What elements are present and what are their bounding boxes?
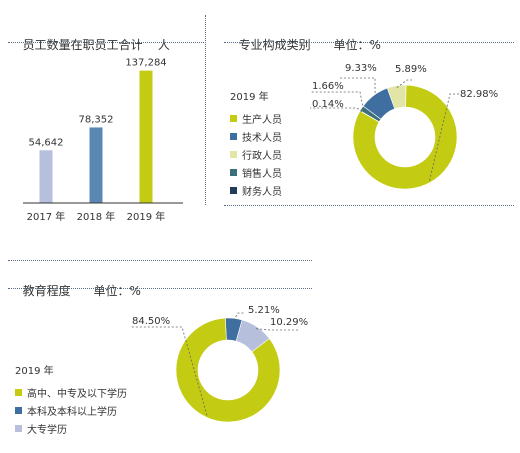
donut-slice-0 xyxy=(352,84,458,190)
legend-year: 2019 年 xyxy=(15,366,54,377)
slice-label-1: 9.33% xyxy=(345,63,377,74)
specialty-title-divider xyxy=(224,42,514,43)
specialty-unit: 单位：% xyxy=(333,38,381,52)
bar-value-label-2: 137,284 xyxy=(125,58,166,69)
education-donut-chart: 84.50% 5.21%10.29% xyxy=(130,305,308,423)
bar-0 xyxy=(39,150,53,203)
education-title: 教育程度 xyxy=(22,284,71,298)
bar-category-label-0: 2017 年 xyxy=(27,210,66,223)
education-unit: 单位：% xyxy=(93,284,141,298)
legend-item: 本科及本科以上学历 xyxy=(15,401,127,419)
legend-item: 高中、中专及以下学历 xyxy=(15,383,127,401)
slice-label-0: 82.98% xyxy=(460,89,498,100)
leader-line-1 xyxy=(340,77,376,97)
legend-label: 财务人员 xyxy=(242,186,282,198)
leader-line-0 xyxy=(429,93,460,181)
bar-value-label-0: 54,642 xyxy=(29,137,64,148)
bar-value-label-1: 78,352 xyxy=(79,114,114,125)
slice-label-3: 1.66% xyxy=(312,81,344,92)
legend-label: 生产人员 xyxy=(242,114,282,126)
legend-label: 本科及本科以上学历 xyxy=(27,406,117,418)
legend-label: 高中、中专及以下学历 xyxy=(27,388,127,400)
bar-category-label-2: 2019 年 xyxy=(127,210,166,223)
specialty-title: 专业构成类别 xyxy=(238,38,311,52)
legend-label: 销售人员 xyxy=(242,168,282,180)
legend-item: 技术人员 xyxy=(230,127,282,145)
education-panel-title: 教育程度 单位：% xyxy=(15,268,141,299)
leader-line-2 xyxy=(256,328,300,331)
specialty-panel-title: 专业构成类别 单位：% xyxy=(231,22,381,53)
slice-label-1: 5.21% xyxy=(248,305,280,316)
employees-title: 员工数量在职员工合计 xyxy=(22,38,143,52)
employees-unit: 人 xyxy=(157,38,170,52)
leader-line-3 xyxy=(310,91,364,110)
donut-slice-0 xyxy=(175,317,281,423)
panel-vertical-divider xyxy=(205,15,206,205)
leader-line-4 xyxy=(310,107,363,113)
slice-label-4: 0.14% xyxy=(312,99,344,110)
legend-swatch xyxy=(230,114,237,122)
bar-1 xyxy=(89,127,103,203)
legend-item: 大专学历 xyxy=(15,419,127,437)
legend-item: 生产人员 xyxy=(230,109,282,127)
legend-swatch xyxy=(230,150,237,158)
employees-title-divider xyxy=(8,42,204,43)
legend-swatch xyxy=(230,186,237,194)
slice-label-0: 84.50% xyxy=(132,316,170,327)
employees-bar-chart: 54,642 2017 年 78,352 2018 年 137,284 2019 年 xyxy=(23,58,183,223)
legend-item: 行政人员 xyxy=(230,145,282,163)
legend-label: 行政人员 xyxy=(242,150,282,162)
education-legend: 2019 年高中、中专及以下学历 本科及本科以上学历 大专学历 xyxy=(15,362,127,437)
legend-label: 技术人员 xyxy=(242,132,282,144)
legend-swatch xyxy=(230,168,237,176)
bar-category-label-1: 2018 年 xyxy=(77,210,116,223)
legend-swatch xyxy=(15,388,22,396)
education-top-divider xyxy=(8,260,312,261)
education-title-divider xyxy=(8,288,312,289)
legend-item: 财务人员 xyxy=(230,181,282,199)
slice-label-2: 5.89% xyxy=(395,64,427,75)
legend-year: 2019 年 xyxy=(230,92,269,103)
leader-line-1 xyxy=(233,312,245,321)
specialty-bottom-divider xyxy=(224,205,514,206)
specialty-donut-chart: 82.98% 9.33% 5.89% 1.66% 0.14% xyxy=(310,63,498,190)
leader-line-2 xyxy=(396,79,412,88)
legend-swatch xyxy=(230,132,237,140)
employees-panel-title: 员工数量在职员工合计 人 xyxy=(15,22,170,53)
bar-2 xyxy=(139,70,153,203)
legend-item: 销售人员 xyxy=(230,163,282,181)
legend-label: 大专学历 xyxy=(27,424,67,436)
specialty-legend: 2019 年生产人员技术人员行政人员销售人员财务人员 xyxy=(230,88,282,199)
legend-swatch xyxy=(15,424,22,432)
slice-label-2: 10.29% xyxy=(270,317,308,328)
legend-swatch xyxy=(15,406,22,414)
